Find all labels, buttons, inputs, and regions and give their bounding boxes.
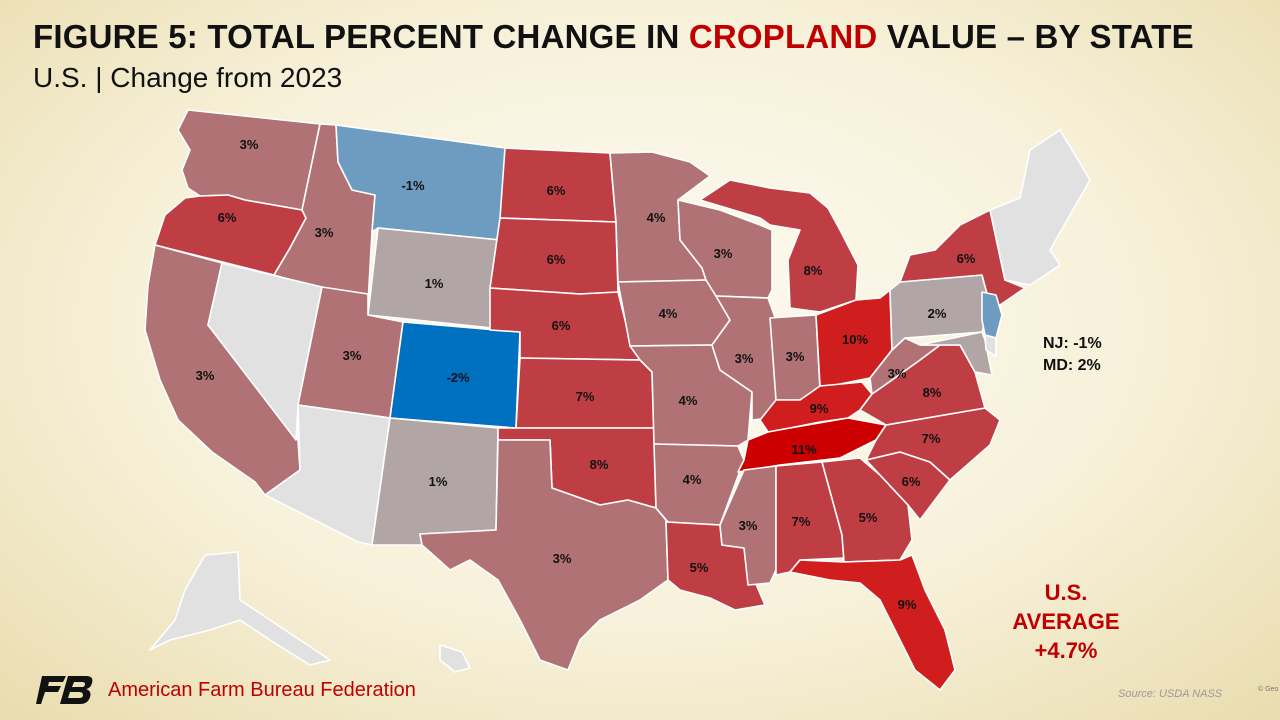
label-NC: 7%	[922, 431, 941, 446]
label-NY: 6%	[957, 251, 976, 266]
label-CO: -2%	[446, 370, 470, 385]
us-average-value: +4.7%	[1034, 638, 1098, 663]
label-MS: 3%	[739, 518, 758, 533]
state-TX[interactable]	[419, 439, 669, 671]
map-copyright: © Geo	[1258, 686, 1279, 693]
label-OR: 6%	[218, 210, 237, 225]
state-NV[interactable]	[207, 262, 323, 441]
label-MT: -1%	[401, 178, 425, 193]
label-UT: 3%	[343, 348, 362, 363]
fb-logo-icon	[36, 676, 93, 704]
state-new-england[interactable]	[989, 129, 1091, 286]
label-ND: 6%	[547, 183, 566, 198]
state-IL[interactable]	[711, 295, 777, 421]
state-GA[interactable]	[821, 457, 913, 563]
label-ID: 3%	[315, 225, 334, 240]
label-NM: 1%	[429, 474, 448, 489]
label-WV: 3%	[888, 366, 907, 381]
title-highlight: CROPLAND	[688, 18, 878, 55]
label-IA: 4%	[659, 306, 678, 321]
organization-name: American Farm Bureau Federation	[108, 678, 416, 701]
afbf-logo: American Farm Bureau Federation	[36, 676, 416, 704]
label-IL: 3%	[735, 351, 754, 366]
label-OK: 8%	[590, 457, 609, 472]
state-DE[interactable]	[984, 334, 997, 357]
us-average-line1: U.S.	[1044, 580, 1088, 605]
label-WY: 1%	[425, 276, 444, 291]
source-note: Source: USDA NASS	[1118, 688, 1223, 700]
state-FL[interactable]	[789, 554, 956, 691]
label-LA: 5%	[690, 560, 709, 575]
label-AL: 7%	[792, 514, 811, 529]
state-WA[interactable]	[177, 109, 321, 211]
label-WI: 3%	[714, 246, 733, 261]
state-MD[interactable]	[919, 331, 993, 376]
label-KS: 7%	[576, 389, 595, 404]
page-title: FIGURE 5: TOTAL PERCENT CHANGE IN CROPLA…	[33, 18, 1194, 55]
note-nj: NJ: -1%	[1043, 335, 1102, 352]
label-KY: 9%	[810, 401, 829, 416]
label-OH: 10%	[842, 332, 868, 347]
label-VA: 8%	[923, 385, 942, 400]
label-SC: 6%	[902, 474, 921, 489]
state-AK[interactable]	[149, 551, 331, 666]
state-HI[interactable]	[439, 644, 471, 673]
page-subtitle: U.S. | Change from 2023	[33, 62, 343, 93]
label-IN: 3%	[786, 349, 805, 364]
label-PA: 2%	[928, 306, 947, 321]
label-MN: 4%	[647, 210, 666, 225]
label-MI: 8%	[804, 263, 823, 278]
label-TN: 11%	[791, 442, 817, 457]
label-SD: 6%	[547, 252, 566, 267]
note-md: MD: 2%	[1043, 357, 1101, 374]
label-GA: 5%	[859, 510, 878, 525]
label-MO: 4%	[679, 393, 698, 408]
label-AR: 4%	[683, 472, 702, 487]
label-TX: 3%	[553, 551, 572, 566]
us-average-callout: U.S. AVERAGE +4.7%	[1004, 578, 1128, 665]
label-NE: 6%	[552, 318, 571, 333]
label-FL: 9%	[898, 597, 917, 612]
us-average-line2: AVERAGE	[1012, 609, 1120, 634]
label-CA: 3%	[196, 368, 215, 383]
label-WA: 3%	[240, 137, 259, 152]
small-state-notes: NJ: -1% MD: 2%	[1043, 333, 1102, 377]
